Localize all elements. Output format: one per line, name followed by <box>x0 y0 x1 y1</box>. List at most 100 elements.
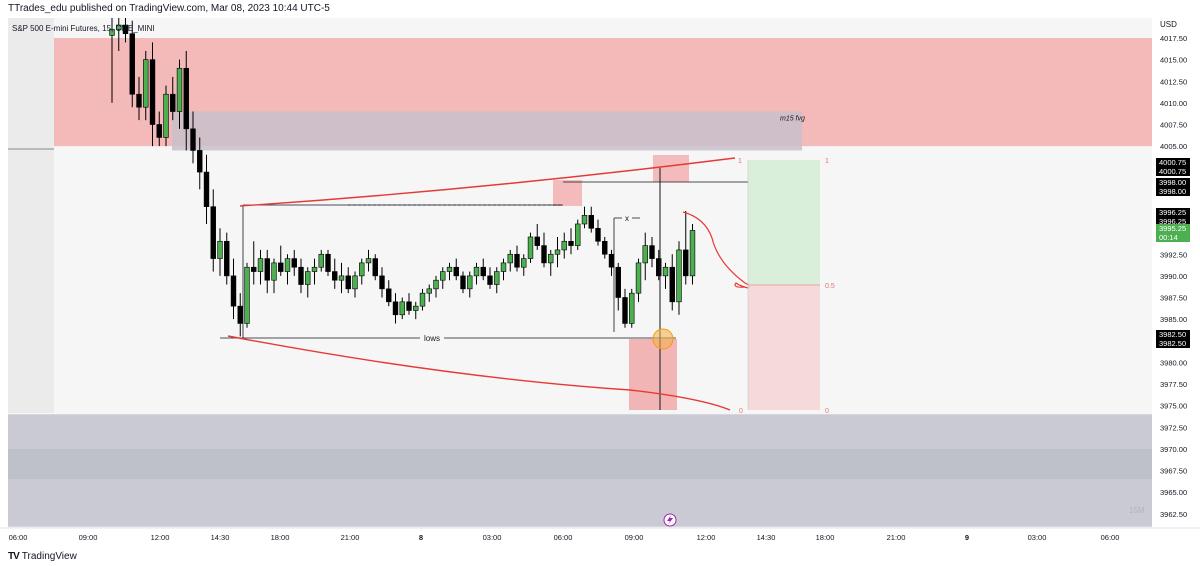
candle-body <box>237 305 243 324</box>
candle-body <box>622 297 628 324</box>
candle-body <box>305 271 311 285</box>
candle-body <box>176 67 183 112</box>
y-tick-label: 4010.00 <box>1160 99 1187 108</box>
fib-label: 0 <box>825 408 829 415</box>
candle-body <box>203 171 210 207</box>
y-axis-labels: 4017.50 4015.00 4012.50 4010.00 4007.50 4005.… <box>1160 34 1187 519</box>
price-tag-box <box>1156 187 1190 196</box>
x-tick-label: 06:00 <box>1101 533 1120 542</box>
candle-body <box>372 258 378 277</box>
candle-body <box>143 59 149 108</box>
candle-body <box>662 266 669 277</box>
lower-trendline <box>227 335 731 411</box>
candle-body <box>325 253 331 272</box>
risk-box <box>748 285 820 410</box>
y-tick-label: 3972.50 <box>1160 423 1187 432</box>
price-tag-label: 00:14 <box>1159 233 1178 242</box>
target-box <box>748 160 820 285</box>
y-tick-label: 3992.50 <box>1160 250 1187 259</box>
y-tick-label: 3990.00 <box>1160 272 1187 281</box>
x-tick-label: 03:00 <box>1028 533 1047 542</box>
x-label: x <box>625 214 629 223</box>
candle-body <box>230 275 237 307</box>
candle-body <box>129 33 135 95</box>
price-axis <box>1152 18 1200 548</box>
brand-label: TradingView <box>21 551 77 562</box>
candle-body <box>311 266 318 272</box>
chart-container[interactable]: m15 fvg lows x 1 1 0.5 0 0 USD 4017.50 4015.00 4… <box>0 9 1200 548</box>
left-session-shade <box>8 18 54 413</box>
candle-body <box>365 258 372 264</box>
zone-m15-fvg <box>172 111 802 151</box>
x-tick-label: 12:00 <box>151 533 170 542</box>
price-tag-box <box>1156 339 1190 348</box>
candle-body <box>683 249 689 277</box>
top-wick-box <box>653 155 689 182</box>
candle-body <box>689 230 696 277</box>
candle-body <box>197 150 203 173</box>
timeframe-watermark: 15M <box>1129 506 1145 515</box>
candle-body <box>669 266 675 303</box>
x-tick-label: 14:30 <box>757 533 776 542</box>
candle-body <box>473 266 480 277</box>
lows-label-bg <box>420 332 444 343</box>
order-block-box <box>553 180 582 206</box>
tradingview-logo-icon: TV <box>8 551 20 562</box>
candle-body <box>183 67 189 130</box>
price-tag-label: 3998.00 <box>1159 187 1186 196</box>
time-axis <box>0 528 1152 548</box>
price-tag-box <box>1156 224 1190 233</box>
y-tick-label: 4015.00 <box>1160 56 1187 65</box>
candle-body <box>440 271 446 281</box>
candle-body <box>507 253 513 264</box>
candles <box>109 9 696 337</box>
tradingview-logo[interactable]: TV TradingView <box>8 548 77 566</box>
x-tick-label: 06:00 <box>554 533 573 542</box>
x-tick-label: 18:00 <box>271 533 290 542</box>
y-tick-label: 3980.00 <box>1160 358 1187 367</box>
x-tick-label: 12:00 <box>697 533 716 542</box>
axis-currency-label: USD <box>1160 20 1177 29</box>
x-tick-label: 21:00 <box>887 533 906 542</box>
symbol-label: S&P 500 E-mini Futures, 15, CME_MINI <box>12 24 155 33</box>
y-tick-label: 3962.50 <box>1160 510 1187 519</box>
y-tick-label: 3977.50 <box>1160 380 1187 389</box>
candle-body <box>136 93 142 108</box>
price-tag-label: 3996.25 <box>1159 208 1186 217</box>
candle-body <box>500 262 507 272</box>
zone-label-m15-fvg: m15 fvg <box>780 116 805 123</box>
price-tag-box <box>1156 167 1190 176</box>
y-tick-label: 4017.50 <box>1160 34 1187 43</box>
candle-body <box>217 240 223 259</box>
x-tick-label: 14:30 <box>211 533 230 542</box>
y-tick-label: 3987.50 <box>1160 294 1187 303</box>
candle-body <box>149 59 156 125</box>
x-tick-label: 18:00 <box>816 533 835 542</box>
candle-body <box>264 258 270 281</box>
price-tag-box <box>1156 233 1190 242</box>
candle-body <box>649 245 655 259</box>
candle-body <box>615 266 621 298</box>
candle-body <box>541 245 547 264</box>
price-tag-box <box>1156 330 1190 339</box>
candle-body <box>406 301 412 311</box>
y-tick-label: 3967.50 <box>1160 467 1187 476</box>
lightning-icon[interactable] <box>663 513 677 527</box>
candle-body <box>352 275 358 290</box>
fib-label: 1 <box>825 158 829 165</box>
y-tick-label: 3970.00 <box>1160 445 1187 454</box>
x-axis-labels: 06:00 09:00 12:00 14:30 18:00 21:00 8 03:00 06:0… <box>9 533 1120 542</box>
price-tag-box <box>1156 217 1190 226</box>
x-tick-label: 21:00 <box>341 533 360 542</box>
x-label-bg <box>622 213 632 222</box>
candle-body <box>210 206 216 259</box>
candle-body <box>554 249 561 255</box>
candle-body <box>561 240 567 251</box>
candle-body <box>426 288 432 294</box>
candle-body <box>278 262 284 272</box>
price-tag-box <box>1156 178 1190 187</box>
candle-body <box>581 215 588 225</box>
candle-body <box>224 240 230 277</box>
